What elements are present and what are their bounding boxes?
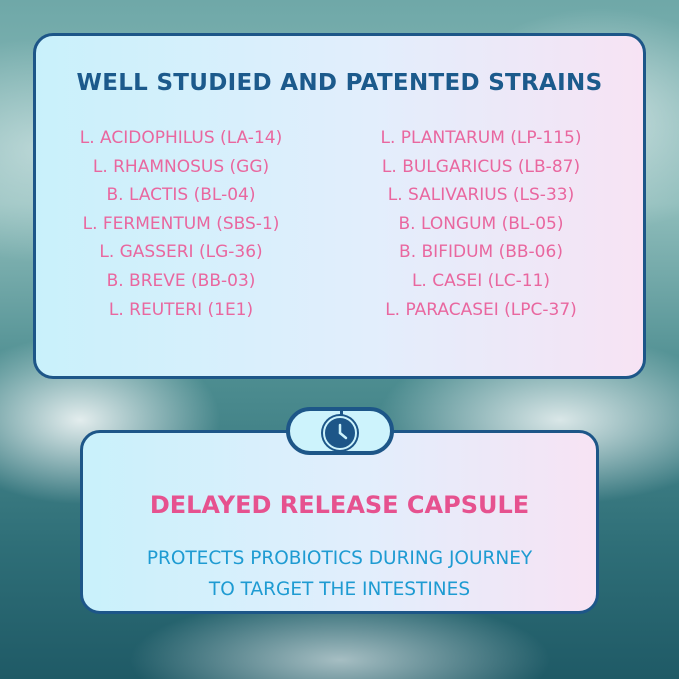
- strain-item: L. PLANTARUM (LP-115): [380, 128, 582, 148]
- connector-pill: [286, 407, 394, 455]
- subtitle-line: TO TARGET THE INTESTINES: [208, 579, 471, 600]
- connector-line: [340, 411, 343, 416]
- subtitle-line: PROTECTS PROBIOTICS DURING JOURNEY: [146, 548, 533, 569]
- strain-item: B. LONGUM (BL-05): [398, 213, 564, 234]
- strain-item: L. GASSERI (LG-36): [99, 242, 263, 263]
- strain-item: L. BULGARICUS (LB-87): [381, 156, 581, 177]
- strain-item: L. FERMENTUM (SBS-1): [82, 213, 280, 234]
- strain-item: L. RHAMNOSUS (GG): [92, 156, 270, 177]
- strain-item: L. ACIDOPHILUS (LA-14): [79, 128, 283, 148]
- strains-panel: WELL STUDIED AND PATENTED STRAINS L. ACI…: [33, 33, 646, 379]
- clock-icon: [323, 416, 357, 450]
- strains-left-column: L. ACIDOPHILUS (LA-14) L. RHAMNOSUS (GG)…: [36, 124, 326, 324]
- strains-title: WELL STUDIED AND PATENTED STRAINS: [76, 70, 603, 96]
- strain-item: B. LACTIS (BL-04): [106, 185, 256, 206]
- strain-item: L. CASEI (LC-11): [411, 270, 551, 291]
- strain-item: L. SALIVARIUS (LS-33): [387, 185, 575, 206]
- strain-item: L. REUTERI (1E1): [108, 299, 254, 320]
- strain-item: B. BREVE (BB-03): [106, 270, 256, 291]
- capsule-title: DELAYED RELEASE CAPSULE: [149, 491, 530, 519]
- strains-right-column: L. PLANTARUM (LP-115) L. BULGARICUS (LB-…: [336, 124, 626, 324]
- strain-item: B. BIFIDUM (BB-06): [399, 242, 563, 263]
- strain-item: L. PARACASEI (LPC-37): [385, 299, 577, 320]
- capsule-panel: DELAYED RELEASE CAPSULE PROTECTS PROBIOT…: [80, 430, 599, 614]
- capsule-subtitle: PROTECTS PROBIOTICS DURING JOURNEY TO TA…: [83, 543, 596, 605]
